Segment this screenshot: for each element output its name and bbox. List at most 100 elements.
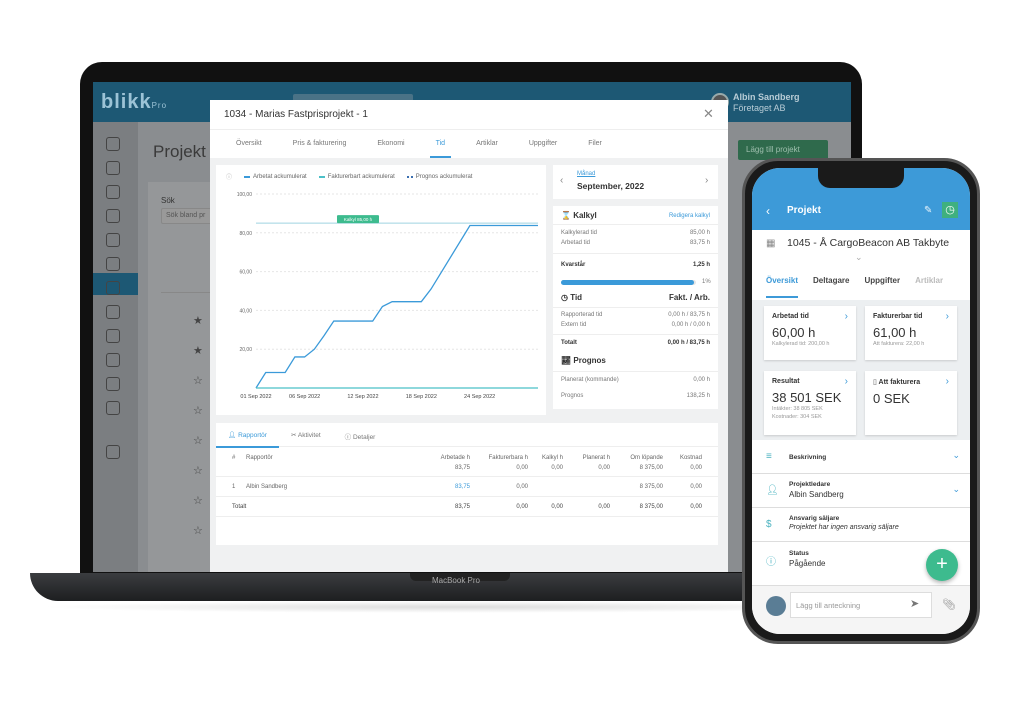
- column-header[interactable]: Kalkyl h: [541, 455, 563, 461]
- card-sub: Att fakturera: 22,00 h: [873, 341, 925, 347]
- calendar-icon[interactable]: [106, 329, 120, 343]
- logo[interactable]: blikkPro: [101, 91, 167, 114]
- timer-icon[interactable]: ◷: [942, 202, 958, 218]
- chevron-right-icon[interactable]: ›: [705, 175, 709, 186]
- cell: 8 375,00: [639, 504, 663, 510]
- detail-value: Projektet har ingen ansvarig säljare: [789, 524, 899, 531]
- card-value: 60,00 h: [772, 325, 816, 340]
- legend-item[interactable]: Arbetat ackumulerat: [244, 174, 307, 180]
- cell: 8 375,00: [639, 484, 663, 490]
- chevron-left-icon[interactable]: ‹: [560, 175, 564, 186]
- add-fab-button[interactable]: +: [926, 549, 958, 581]
- share-icon[interactable]: [106, 445, 120, 459]
- tab-pris[interactable]: Pris & fakturering: [292, 140, 347, 147]
- worked-hours-link[interactable]: 83,75: [454, 484, 470, 490]
- column-header[interactable]: Fakturerbara h: [488, 455, 528, 461]
- card-sub: Kalkylerad tid: 200,00 h: [772, 341, 830, 347]
- chevron-down-icon[interactable]: ⌄: [952, 450, 960, 460]
- total-label: Totalt: [232, 504, 247, 510]
- card-att-fakturera[interactable]: ▯ Att fakturera › 0 SEK: [865, 371, 957, 435]
- contacts-icon[interactable]: [106, 185, 120, 199]
- column-header[interactable]: Kostnad: [679, 455, 702, 461]
- chevron-down-icon[interactable]: ⌄: [952, 484, 960, 494]
- tab-artiklar[interactable]: Artiklar: [476, 140, 498, 147]
- tab-oversikt[interactable]: Översikt: [766, 268, 799, 298]
- star-icon[interactable]: ☆: [193, 495, 203, 507]
- star-icon[interactable]: ☆: [193, 405, 203, 417]
- trend-icon: 📈︎: [561, 356, 572, 365]
- bar-chart-icon[interactable]: [106, 377, 120, 391]
- tab-oversikt[interactable]: Översikt: [236, 140, 262, 147]
- column-header[interactable]: Rapportör: [246, 455, 273, 461]
- star-icon[interactable]: ★: [193, 315, 203, 327]
- close-icon[interactable]: ✕: [703, 106, 714, 121]
- clock-icon[interactable]: [106, 305, 120, 319]
- tab-tid[interactable]: Tid: [429, 130, 452, 158]
- column-total: 83,75: [454, 465, 470, 471]
- chevron-down-icon[interactable]: ⌄: [855, 252, 863, 262]
- x-tick-label: 12 Sep 2022: [347, 394, 378, 400]
- tab-rapportor[interactable]: 👤︎ Rapportör: [216, 423, 279, 448]
- sidebar-active-item[interactable]: [93, 273, 138, 295]
- progress-fill: [561, 280, 694, 285]
- checkbox-icon[interactable]: [106, 161, 120, 175]
- tab-label: Aktivitet: [297, 432, 321, 439]
- tab-artiklar[interactable]: Artiklar: [915, 276, 944, 285]
- period-type-link[interactable]: Månad: [577, 171, 596, 177]
- star-icon[interactable]: ☆: [193, 525, 203, 537]
- legend-item[interactable]: Fakturerbart ackumulerat: [318, 174, 395, 180]
- user-name: Albin Sandberg: [733, 92, 800, 102]
- star-icon[interactable]: ★: [193, 345, 203, 357]
- edit-doc-icon[interactable]: [106, 281, 120, 295]
- tab-uppgifter[interactable]: Uppgifter: [864, 276, 901, 285]
- modal-header: 1034 - Marias Fastprisprojekt - 1 ✕: [210, 100, 728, 130]
- help-icon[interactable]: ⓘ: [226, 175, 233, 181]
- paperclip-icon[interactable]: 📎︎: [942, 599, 956, 611]
- tab-aktivitet[interactable]: ✂︎ Aktivitet: [290, 432, 321, 439]
- tab-ekonomi[interactable]: Ekonomi: [377, 140, 405, 147]
- archive-icon[interactable]: [106, 257, 120, 271]
- document-icon[interactable]: [106, 353, 120, 367]
- table-total-row: Totalt 83,75 0,00 0,00 0,00 8 375,00 0,0…: [216, 497, 718, 517]
- detail-beskrivning[interactable]: ≡ Beskrivning ⌄: [752, 440, 970, 474]
- edit-icon[interactable]: ✎: [924, 205, 933, 216]
- table-row[interactable]: 1 Albin Sandberg 83,75 0,00 8 375,00 0,0…: [216, 477, 718, 497]
- home-icon[interactable]: [106, 137, 120, 151]
- chart-legend: ⓘ Arbetat ackumulerat Fakturerbart ackum…: [226, 172, 472, 182]
- detail-projektledare[interactable]: 👤︎ Projektledare Albin Sandberg ⌄: [752, 474, 970, 508]
- tab-uppgifter[interactable]: Uppgifter: [528, 140, 558, 147]
- column-header[interactable]: Planerat h: [582, 455, 610, 461]
- remaining-value: 1,25 h: [692, 262, 710, 268]
- tab-detaljer[interactable]: ⓘ Detaljer: [344, 434, 376, 441]
- cell: 0,00: [516, 484, 528, 490]
- card-arbetad-tid[interactable]: Arbetad tid › 60,00 h Kalkylerad tid: 200…: [764, 306, 856, 360]
- column-header[interactable]: Om löpande: [630, 455, 663, 461]
- column-total: 0,00: [516, 465, 528, 471]
- tab-filer[interactable]: Filer: [588, 140, 602, 147]
- back-icon[interactable]: ‹: [766, 204, 770, 218]
- row-value: 85,00 h: [689, 230, 710, 236]
- add-project-button[interactable]: Lägg till projekt: [738, 140, 828, 160]
- dollar-icon[interactable]: [106, 209, 120, 223]
- kalkyl-label-bg: [337, 215, 379, 224]
- card-resultat[interactable]: Resultat › 38 501 SEK Intäkter: 38 805 SE…: [764, 371, 856, 435]
- star-icon[interactable]: ☆: [193, 375, 203, 387]
- time-chart-card: ⓘ Arbetat ackumulerat Fakturerbart ackum…: [216, 165, 546, 415]
- legend-item[interactable]: Prognos ackumulerat: [406, 174, 472, 180]
- star-icon[interactable]: ☆: [193, 435, 203, 447]
- edit-kalkyl-link[interactable]: Redigera kalkyl: [668, 213, 710, 219]
- send-icon[interactable]: ➤: [910, 598, 920, 610]
- phone-notch: [818, 168, 904, 188]
- y-tick-label: 80,00: [239, 231, 252, 237]
- star-icon[interactable]: ☆: [193, 465, 203, 477]
- table-icon[interactable]: [106, 233, 120, 247]
- card-label: Att fakturera: [878, 379, 921, 386]
- note-input[interactable]: Lägg till anteckning: [790, 592, 932, 618]
- description-icon: ≡: [766, 451, 772, 462]
- chevron-right-icon: ›: [844, 376, 848, 387]
- tab-deltagare[interactable]: Deltagare: [813, 276, 850, 285]
- stats-icon[interactable]: [106, 401, 120, 415]
- user-menu[interactable]: Albin Sandberg Företaget AB: [733, 92, 800, 114]
- column-header[interactable]: Arbetade h: [440, 455, 470, 461]
- card-fakturerbar-tid[interactable]: Fakturerbar tid › 61,00 h Att fakturera: …: [865, 306, 957, 360]
